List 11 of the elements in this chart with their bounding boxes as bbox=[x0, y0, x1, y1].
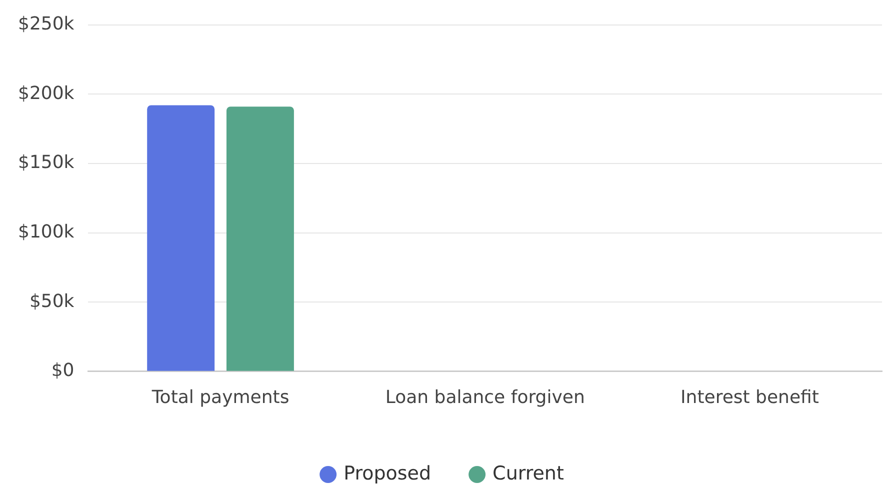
legend-label: Current bbox=[492, 462, 564, 484]
legend-label: Proposed bbox=[344, 462, 432, 484]
y-tick-label: $250k bbox=[18, 13, 75, 34]
y-tick-label: $150k bbox=[18, 152, 75, 174]
y-tick-label: $100k bbox=[18, 221, 75, 242]
x-tick-label: Interest benefit bbox=[680, 386, 819, 408]
y-tick-label: $0 bbox=[51, 360, 74, 382]
x-tick-label: Loan balance forgiven bbox=[385, 386, 585, 408]
x-tick-label: Total payments bbox=[150, 386, 290, 408]
y-tick-label: $50k bbox=[29, 290, 75, 312]
y-tick-label: $200k bbox=[18, 82, 75, 104]
